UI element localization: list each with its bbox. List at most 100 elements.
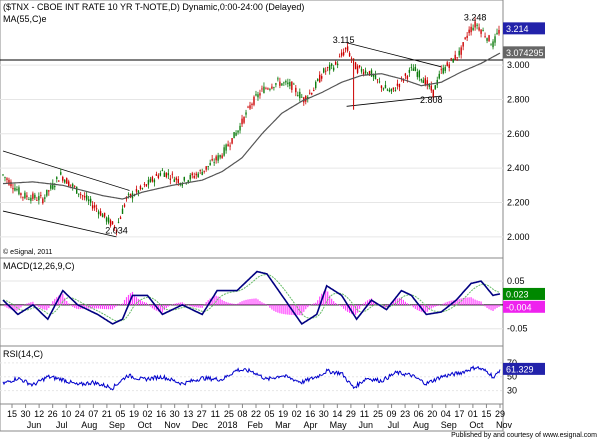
candle-body	[366, 73, 369, 75]
x-day-label: 21	[102, 409, 112, 419]
macd-histogram-bar	[490, 304, 492, 311]
macd-histogram-bar	[494, 304, 496, 310]
candle-body	[406, 76, 409, 79]
candle-body	[74, 186, 76, 188]
candle-body	[40, 195, 42, 196]
x-day-label: 19	[278, 409, 288, 419]
candle-body	[368, 70, 371, 76]
candle-body	[398, 84, 401, 88]
rsi-panel-frame[interactable]	[0, 345, 504, 405]
macd-signal-tag: -0.004	[506, 302, 532, 312]
macd-histogram-bar	[255, 298, 257, 305]
macd-histogram-bar	[265, 304, 267, 305]
candle-body	[311, 92, 313, 95]
macd-histogram-bar	[18, 304, 20, 310]
candle-body	[279, 81, 281, 86]
candle-body	[444, 67, 446, 71]
candle-body	[287, 82, 289, 85]
candle-body	[420, 79, 423, 81]
candle-body	[121, 208, 124, 214]
x-day-label: 01	[468, 409, 478, 419]
candle-body	[408, 69, 411, 73]
x-day-label: 29	[346, 409, 356, 419]
candle-body	[338, 56, 341, 58]
candle-body	[167, 173, 170, 176]
macd-histogram-bar	[356, 304, 359, 313]
macd-histogram-bar	[448, 301, 450, 305]
candle-body	[340, 52, 343, 56]
macd-histogram-bar	[261, 302, 263, 305]
macd-histogram-bar	[309, 304, 311, 306]
price-tag-bg	[503, 22, 545, 35]
candle-body	[123, 204, 126, 207]
candle-body	[66, 178, 68, 184]
trendline	[346, 42, 442, 68]
macd-histogram-bar	[90, 304, 92, 309]
macd-histogram-bar	[143, 302, 146, 305]
x-day-label: 14	[332, 409, 342, 419]
macd-histogram-bar	[277, 304, 279, 313]
macd-histogram-bar	[295, 304, 297, 316]
candle-body	[470, 26, 472, 33]
price-tick-label: 2.000	[507, 232, 530, 242]
x-day-label: 19	[129, 409, 139, 419]
candle-body	[195, 173, 197, 176]
macd-histogram-bar	[111, 304, 114, 310]
rsi-tag: 61.329	[506, 364, 534, 374]
candle-body	[161, 170, 164, 171]
macd-histogram-bar	[283, 304, 285, 315]
macd-histogram-bar	[472, 298, 474, 305]
macd-histogram-bar	[223, 301, 225, 305]
macd-histogram-bar	[36, 304, 38, 306]
macd-histogram-bar	[422, 304, 424, 313]
candle-body	[239, 125, 241, 131]
candle-body	[153, 179, 156, 183]
candle-body	[496, 32, 498, 34]
candle-body	[372, 74, 375, 77]
macd-histogram-bar	[263, 303, 265, 305]
x-day-label: 02	[143, 409, 153, 419]
candle-body	[364, 70, 367, 74]
candle-body	[97, 211, 100, 215]
macd-histogram-bar	[217, 296, 219, 305]
value-tags: 3.214 3.074295 0.023 -0.004 61.329	[503, 22, 545, 375]
candle-body	[10, 181, 12, 187]
macd-histogram-bar	[84, 304, 86, 309]
candle-body	[81, 195, 84, 197]
candle-body	[462, 42, 464, 47]
candle-body	[101, 214, 104, 218]
macd-histogram-bar	[98, 304, 100, 309]
ma-tag: 3.074295	[506, 48, 544, 58]
price-annotation: 2.034	[105, 225, 128, 235]
candle-body	[307, 96, 309, 99]
macd-histogram-bar	[153, 304, 155, 310]
macd-histogram-bar	[247, 299, 249, 305]
macd-histogram-bar	[496, 304, 498, 308]
macd-histogram-bar	[96, 304, 98, 309]
x-month-label: Jul	[56, 420, 68, 430]
candle-body	[458, 50, 460, 56]
macd-histogram-bar	[100, 304, 102, 309]
macd-histogram-bar	[285, 304, 287, 315]
macd-histogram-bar	[382, 304, 385, 308]
macd-histogram-bar	[199, 304, 201, 308]
macd-histogram-bar	[492, 304, 494, 312]
macd-histogram-bar	[462, 298, 464, 305]
x-month-label: 2018	[218, 420, 238, 430]
candle-body	[189, 175, 191, 180]
candle-body	[76, 186, 78, 194]
macd-histogram-bar	[239, 302, 241, 305]
candle-body	[227, 144, 229, 147]
candle-body	[203, 170, 205, 172]
candle-body	[454, 54, 456, 60]
rsi-tick-label: 30	[507, 386, 517, 396]
macd-histogram-bar	[4, 304, 6, 307]
candle-body	[4, 177, 6, 178]
candle-body	[70, 184, 72, 186]
candle-body	[235, 132, 237, 136]
candle-body	[52, 183, 54, 189]
price-panel-frame[interactable]	[0, 0, 504, 259]
macd-histogram-bar	[66, 301, 68, 305]
macd-histogram-bar	[22, 304, 24, 306]
